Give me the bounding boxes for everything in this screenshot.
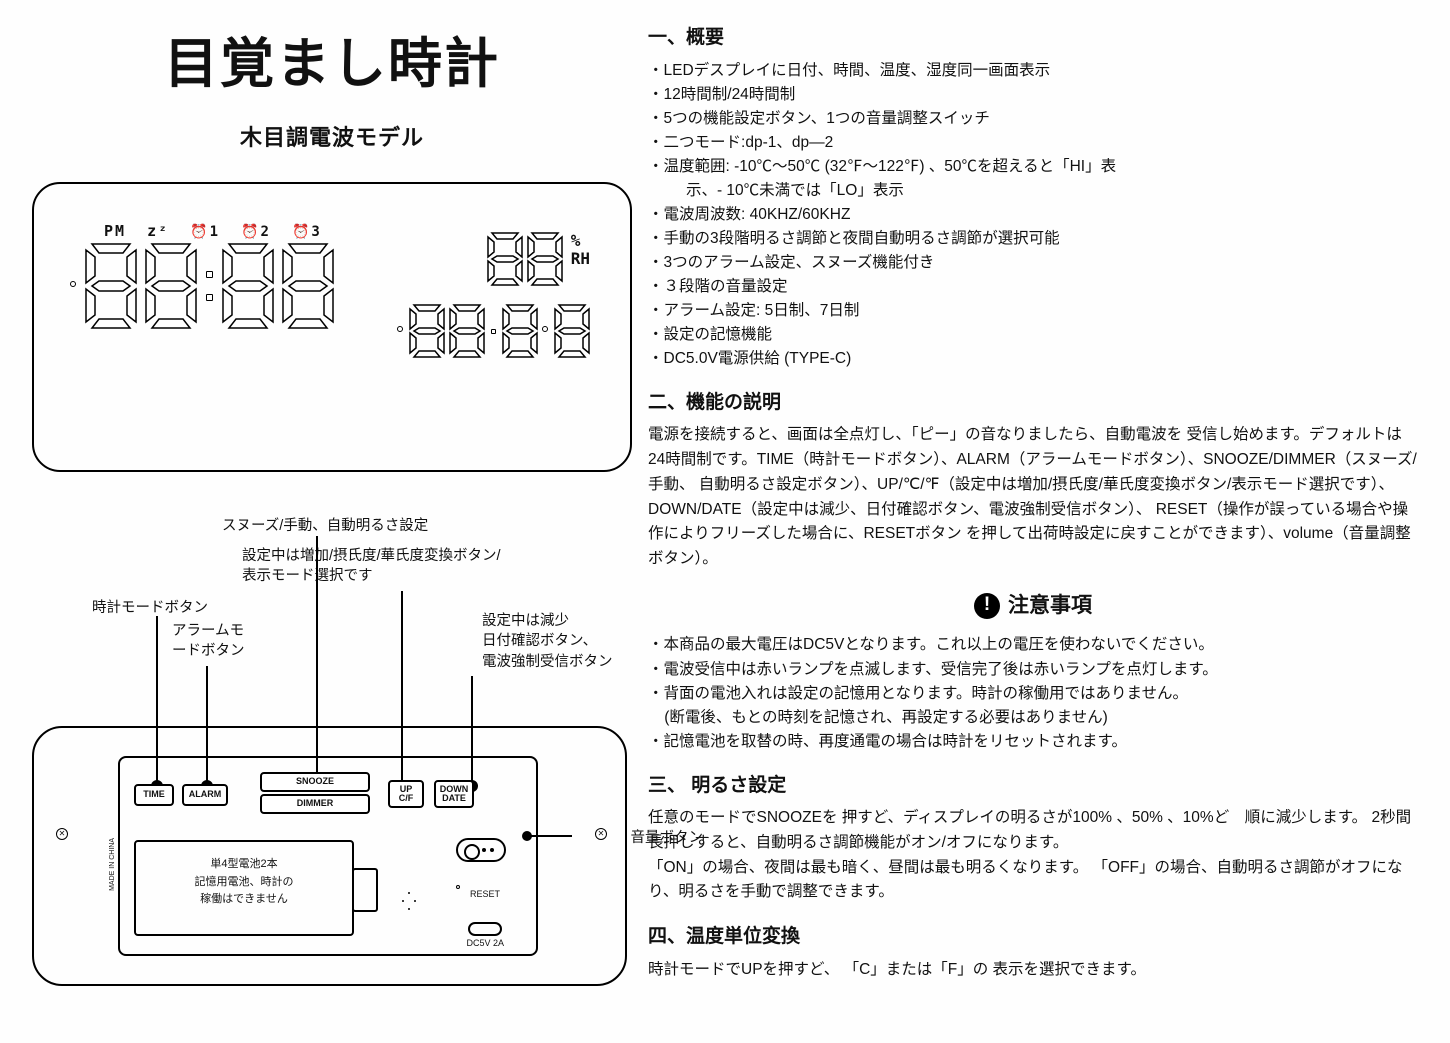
- dc-port: [468, 922, 502, 936]
- list-item: アラーム設定: 5日制、7日制: [648, 299, 1418, 323]
- section-3-body: 任意のモードでSNOOZEを 押すど、ディスプレイの明るさが100% 、50% …: [648, 806, 1418, 905]
- snooze-label: SNOOZE: [260, 772, 370, 792]
- indicator-row: PM zᶻ ⏰1 ⏰2 ⏰3: [104, 220, 332, 243]
- list-item: DC5.0V電源供給 (TYPE-C): [648, 347, 1418, 371]
- section-4-heading: 四、温度単位変換: [648, 923, 1418, 952]
- display-panel: PM zᶻ ⏰1 ⏰2 ⏰3 % RH: [32, 182, 632, 472]
- section-3-heading: 三、 明るさ設定: [648, 772, 1418, 801]
- digit: [554, 304, 590, 358]
- subtitle: 木目調電波モデル: [32, 121, 632, 154]
- reset-hole: [456, 885, 460, 889]
- dot: [489, 329, 498, 334]
- back-btn-up: UP C/F: [388, 780, 424, 808]
- list-item: 12時間制/24時間制: [648, 83, 1418, 107]
- battery-compartment: 単4型電池2本 記憶用電池、時計の 稼働はできません: [134, 840, 354, 936]
- digit: [409, 304, 445, 358]
- indicator-zz: zᶻ: [147, 222, 169, 240]
- back-btn-time: TIME: [134, 784, 174, 806]
- label-up: 設定中は増加/摂氏度/華氏度変換ボタン/ 表示モード選択です: [242, 546, 622, 587]
- label-alarm: アラームモ ードボタン: [172, 621, 245, 662]
- list-item: 電波周波数: 40KHZ/60KHZ: [648, 203, 1418, 227]
- made-in-label: MADE IN CHINA: [108, 838, 119, 891]
- main-title: 目覚まし時計: [32, 24, 632, 105]
- list-item: LEDデスプレイに日付、時間、温度、湿度同一画面表示: [648, 59, 1418, 83]
- digit: [221, 242, 275, 330]
- back-btn-down: DOWN DATE: [434, 780, 474, 808]
- list-item: 背面の電池入れは設定の記憶用となります。時計の稼働用ではありません。 (断電後、…: [648, 682, 1418, 730]
- caution-title: 注意事項: [1008, 590, 1092, 622]
- caution-icon: !: [974, 593, 1000, 619]
- section-1-list: LEDデスプレイに日付、時間、温度、湿度同一画面表示12時間制/24時間制5つの…: [648, 59, 1418, 371]
- section-2-heading: 二、機能の説明: [648, 389, 1418, 418]
- list-item: 手動の3段階明るさ調節と夜間自動明るさ調節が選択可能: [648, 227, 1418, 251]
- back-panel: TIME ALARM SNOOZE DIMMER UP C/F DOWN DAT…: [32, 726, 627, 986]
- digit: [281, 242, 335, 330]
- digit: [502, 304, 538, 358]
- list-item: 5つの機能設定ボタン、1つの音量調整スイッチ: [648, 107, 1418, 131]
- digit: [449, 304, 485, 358]
- list-item: 記憶電池を取替の時、再度通電の場合は時計をリセットされます。: [648, 730, 1418, 754]
- digit: [487, 232, 523, 286]
- list-item: 二つモード:dp-1、dp—2: [648, 131, 1418, 155]
- list-item: 温度範囲: -10℃～50℃ (32℉～122℉) 、50℃を超えると「HI」表…: [648, 155, 1418, 203]
- list-item: 3つのアラーム設定、スヌーズ機能付き: [648, 251, 1418, 275]
- button-diagram: スヌーズ/手動、自動明るさ設定 設定中は増加/摂氏度/華氏度変換ボタン/ 表示モ…: [32, 516, 632, 986]
- caution-list: 本商品の最大電圧はDC5Vとなります。これ以上の電圧を使わないでください。電波受…: [648, 633, 1418, 753]
- volume-switch: [456, 838, 506, 862]
- rh-label: % RH: [571, 232, 590, 267]
- label-volume: 音量ボタン: [631, 828, 704, 848]
- list-item: 本商品の最大電圧はDC5Vとなります。これ以上の電圧を使わないでください。: [648, 633, 1418, 657]
- back-btn-alarm: ALARM: [182, 784, 228, 806]
- indicator-alarm3: ⏰3: [292, 224, 322, 240]
- section-4-body: 時計モードでUPを押すど、 「C」または「F」の 表示を選択できます。: [648, 958, 1418, 983]
- screw-icon: ✕: [56, 828, 68, 840]
- screw-icon: ✕: [595, 828, 607, 840]
- battery-tab: [352, 868, 378, 912]
- list-item: ３段階の音量設定: [648, 275, 1418, 299]
- reset-label: RESET: [470, 888, 500, 902]
- humidity-digits: % RH: [487, 232, 590, 286]
- list-item: 設定の記憶機能: [648, 323, 1418, 347]
- temp-digits: [397, 304, 590, 358]
- list-item: 電波受信中は赤いランプを点滅します、受信完了後は赤いランプを点灯します。: [648, 658, 1418, 682]
- back-btn-snooze-dimmer: SNOOZE DIMMER: [260, 772, 370, 814]
- caution-heading: ! 注意事項: [648, 590, 1418, 622]
- indicator-alarm2: ⏰2: [241, 224, 271, 240]
- dc-label: DC5V 2A: [466, 937, 504, 951]
- label-time: 時計モードボタン: [92, 598, 208, 618]
- label-down: 設定中は減少 日付確認ボタン、 電波強制受信ボタン: [482, 611, 613, 672]
- digit: [527, 232, 563, 286]
- inner-panel: TIME ALARM SNOOZE DIMMER UP C/F DOWN DAT…: [118, 756, 538, 956]
- digit: [144, 242, 198, 330]
- dimmer-label: DIMMER: [260, 794, 370, 814]
- indicator-pm: PM: [104, 222, 126, 240]
- digit: [84, 242, 138, 330]
- indicator-alarm1: ⏰1: [190, 224, 220, 240]
- colon: [204, 271, 215, 301]
- section-1-heading: 一、概要: [648, 24, 1418, 53]
- section-2-body: 電源を接続すると、画面は全点灯し、「ピー」の音なりましたら、自動電波を 受信し始…: [648, 423, 1418, 572]
- time-digits: [70, 242, 335, 330]
- label-snooze: スヌーズ/手動、自動明るさ設定: [222, 516, 428, 536]
